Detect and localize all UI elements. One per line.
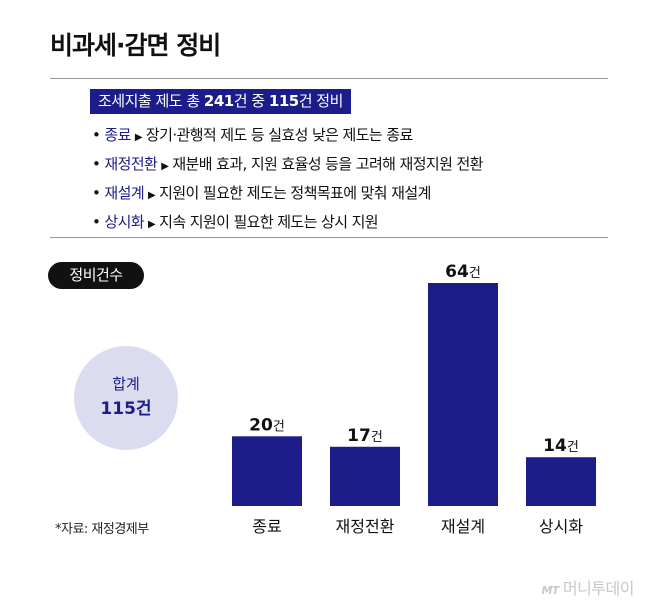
tick-label-종료: 종료 [252,517,281,536]
policy-name: 재설계 [104,184,145,202]
tick-label-재정전환: 재정전환 [336,517,395,536]
bar-종료 [232,436,302,506]
banner-reviewed: 115 [268,92,299,110]
list-item: • 재정전환 ▶ 재분배 효과, 지원 효율성 등을 고려해 재정지원 전환 [92,155,483,173]
policy-name: 상시화 [104,213,145,231]
middle-divider [50,237,608,238]
arrow-icon: ▶ [148,219,156,230]
watermark-mark: MT [541,584,559,597]
arrow-icon: ▶ [161,161,169,172]
banner-prefix: 조세지출 제도 총 [98,92,200,110]
total-label: 합계 [112,375,140,393]
data-label-종료: 20건 [249,415,285,435]
policy-list: • 종료 ▶ 장기·관행적 제도 등 실효성 낮은 제도는 종료 • 재정전환 ▶ 재분… [92,121,483,237]
arrow-icon: ▶ [134,132,143,143]
data-label-재정전환: 17건 [347,426,383,446]
total-value: 115건 [100,399,152,419]
list-item: • 종료 ▶ 장기·관행적 제도 등 실효성 낮은 제도는 종료 [92,126,413,144]
arrow-icon: ▶ [148,190,156,201]
bar-재정전환 [330,446,400,506]
source-note: *자료: 재정경제부 [55,522,149,537]
policy-desc: 재분배 효과, 지원 효율성 등을 고려해 재정지원 전환 [172,155,483,173]
page-title: 비과세·감면 정비 [50,31,221,60]
watermark-text: 머니투데이 [562,579,635,598]
list-item: • 상시화 ▶ 지속 지원이 필요한 제도는 상시 지원 [92,213,379,231]
list-item: • 재설계 ▶ 지원이 필요한 제도는 정책목표에 맞춰 재설계 [92,184,431,202]
data-label-재설계: 64건 [445,262,481,282]
data-label-상시화: 14건 [543,436,579,456]
policy-desc: 지속 지원이 필요한 제도는 상시 지원 [159,213,378,231]
bar-재설계 [428,283,498,506]
total-circle: 합계 115건 [74,346,178,450]
policy-desc: 지원이 필요한 제도는 정책목표에 맞춰 재설계 [159,184,431,202]
watermark: MT 머니투데이 [541,575,634,599]
policy-name: 재정전환 [104,155,158,173]
banner-total: 241 [203,92,234,110]
policy-name: 종료 [104,126,131,144]
bar-상시화 [526,457,596,506]
policy-desc: 장기·관행적 제도 등 실효성 낮은 제도는 종료 [145,126,413,144]
banner-middle: 건 중 [233,92,265,110]
summary-banner: 조세지출 제도 총 241건 중 115건 정비 [90,89,351,114]
count-pill: 정비건수 [48,262,144,289]
banner-suffix: 건 정비 [298,92,344,110]
tick-label-상시화: 상시화 [539,517,583,536]
top-divider [50,78,608,79]
tick-label-재설계: 재설계 [441,517,485,536]
